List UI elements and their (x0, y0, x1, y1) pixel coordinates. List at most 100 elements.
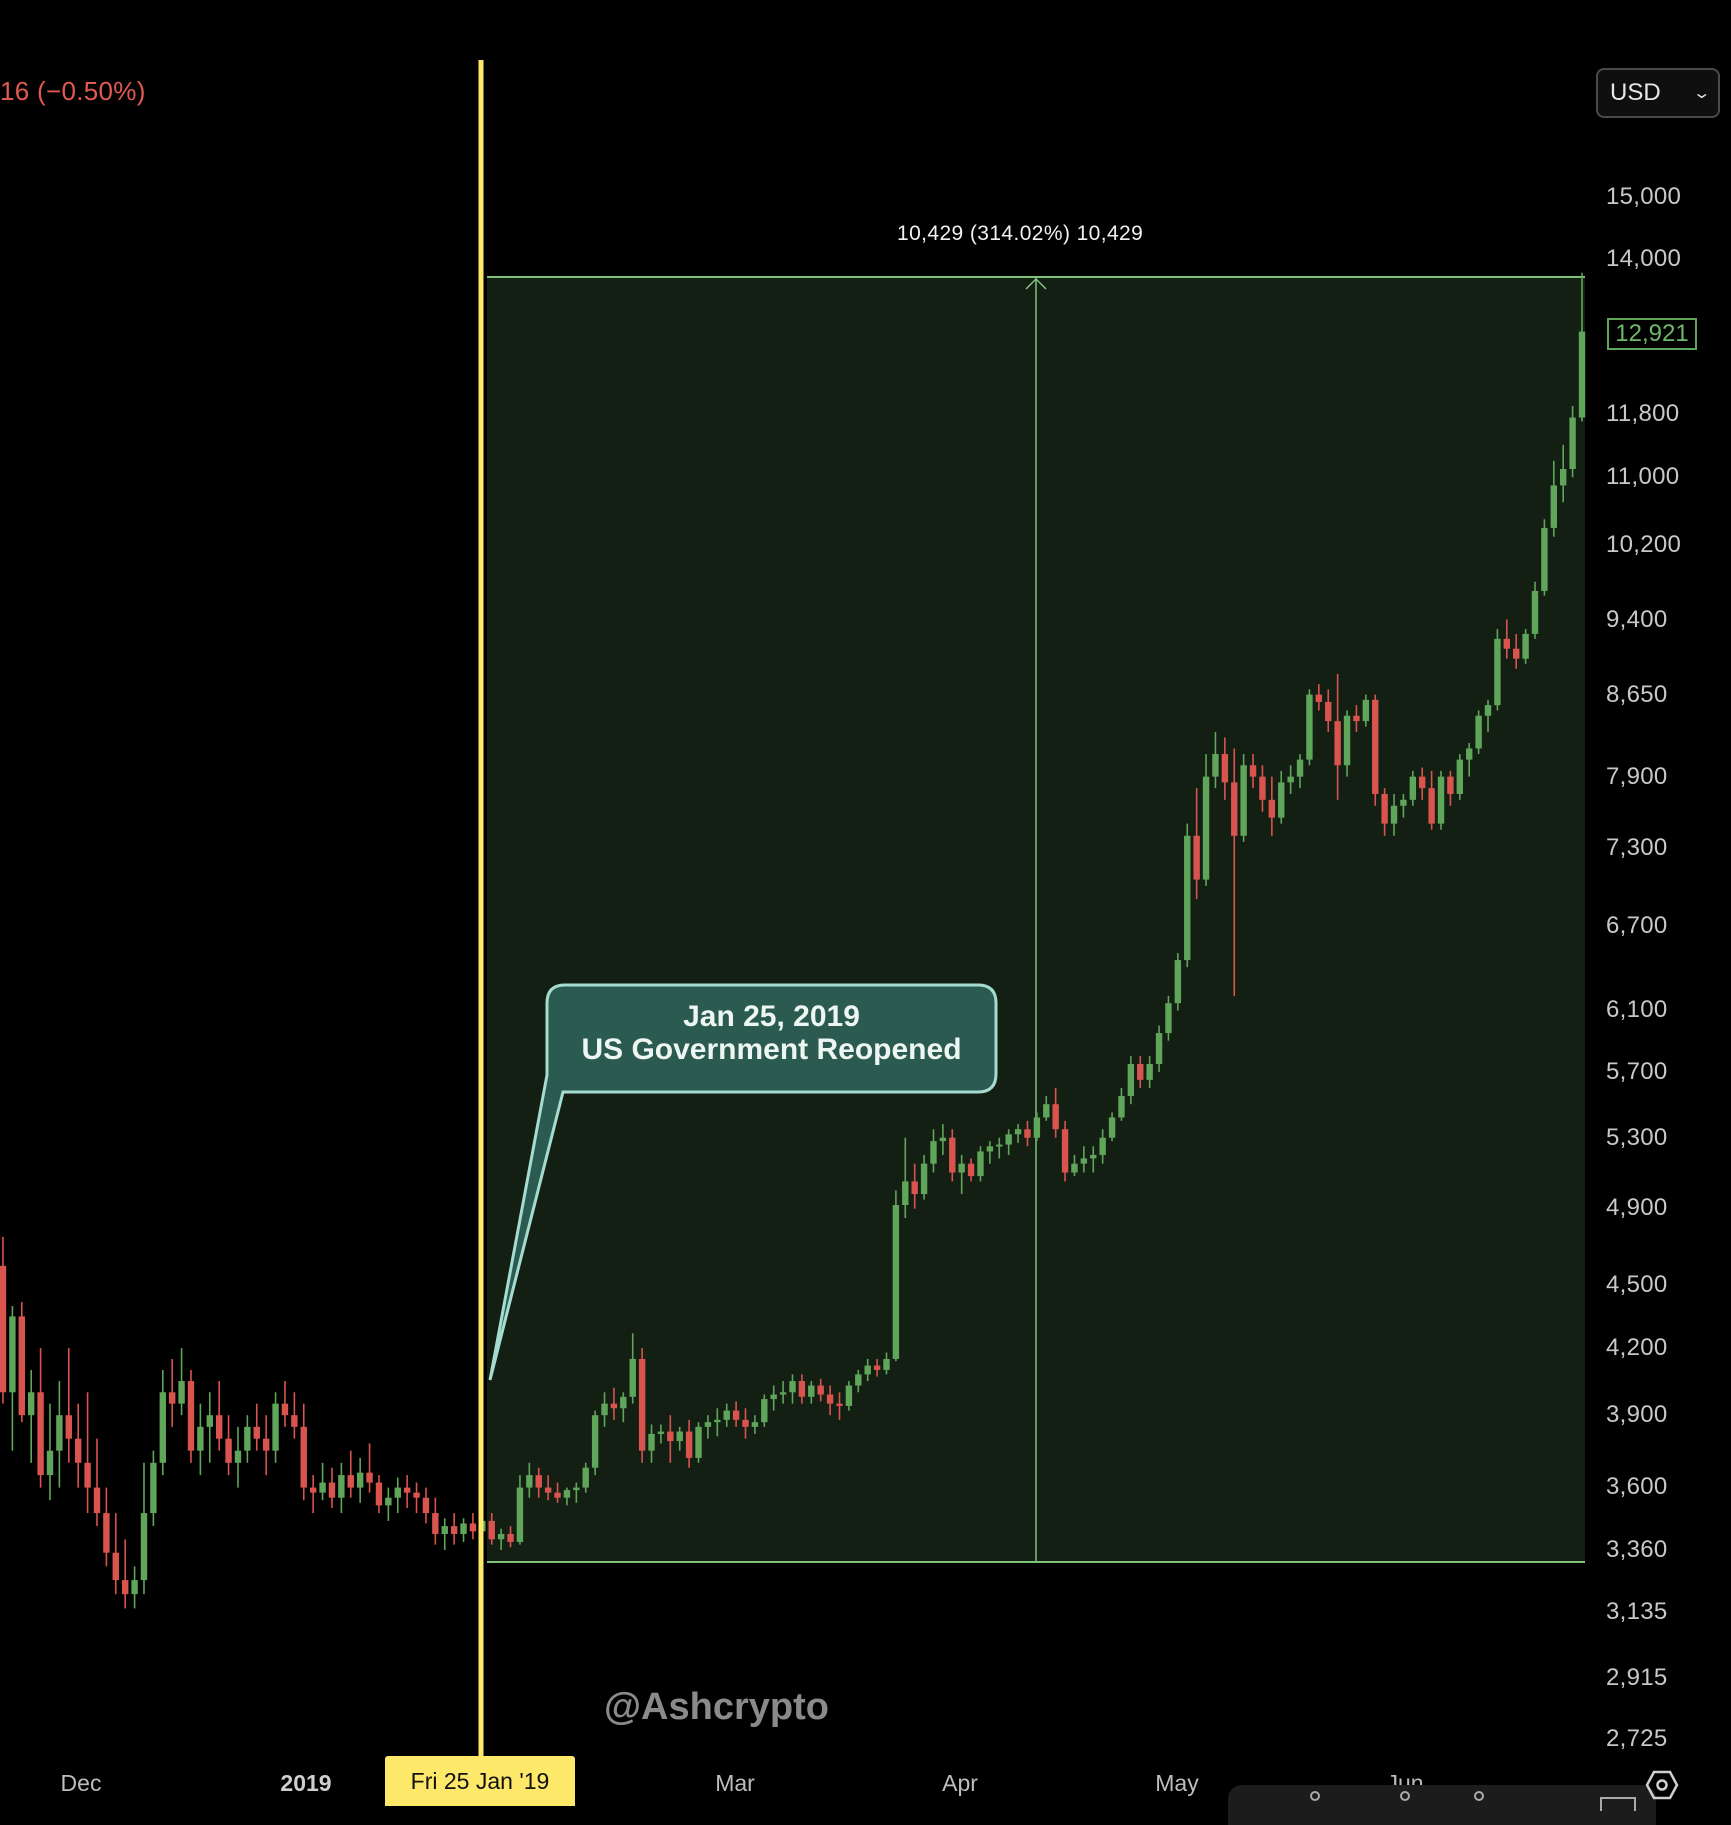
annotation-text: Jan 25, 2019 US Government Reopened (547, 1000, 996, 1066)
toolbar-icon-1[interactable] (1310, 1791, 1320, 1801)
price-axis-label: 11,000 (1606, 463, 1680, 490)
time-label-may: May (1155, 1770, 1199, 1796)
candle (178, 1348, 185, 1416)
settings-gear-icon[interactable] (1645, 1768, 1679, 1802)
candle (0, 1236, 7, 1404)
measurement-box[interactable] (487, 276, 1585, 1563)
candle (657, 1424, 665, 1444)
candle (591, 1410, 599, 1476)
candle (1541, 519, 1548, 596)
candle (789, 1374, 796, 1404)
candle (244, 1415, 251, 1463)
candle (403, 1475, 411, 1508)
price-axis-label: 5,300 (1606, 1124, 1668, 1151)
candle (939, 1124, 947, 1155)
toolbar-icon-2[interactable] (1400, 1791, 1410, 1801)
candle (1231, 748, 1238, 996)
candle (93, 1438, 101, 1527)
candle (920, 1154, 928, 1200)
candle (967, 1158, 975, 1182)
candle (638, 1348, 646, 1463)
candle (281, 1381, 289, 1427)
candle (65, 1348, 72, 1463)
candle (121, 1539, 129, 1609)
candle (366, 1443, 373, 1493)
toolbar-icon-3[interactable] (1474, 1791, 1484, 1801)
price-change-label: 16 (−0.50%) (0, 76, 146, 106)
price-axis-label: 2,725 (1606, 1725, 1668, 1752)
candle (507, 1526, 514, 1548)
price-axis-label: 3,900 (1606, 1401, 1668, 1428)
candle (1033, 1112, 1041, 1142)
candle (1278, 770, 1285, 824)
candle (883, 1352, 890, 1375)
candle (1306, 689, 1313, 766)
candle (1099, 1129, 1106, 1164)
candle (74, 1403, 82, 1488)
candle (1259, 765, 1266, 812)
candle (131, 1566, 138, 1609)
bottom-toolbar[interactable] (1228, 1785, 1656, 1825)
candle (958, 1154, 965, 1195)
candle (1268, 776, 1276, 836)
candle (1409, 770, 1417, 806)
candle (347, 1450, 354, 1498)
candle (450, 1513, 458, 1545)
price-axis-label: 6,700 (1606, 912, 1668, 939)
candle (1146, 1056, 1153, 1088)
candle (845, 1381, 853, 1411)
candle (1108, 1112, 1116, 1142)
candle (779, 1381, 787, 1404)
callout-bubble[interactable] (488, 983, 998, 1381)
candle (986, 1141, 994, 1164)
last-price-badge: 12,921 (1607, 318, 1697, 350)
candle (460, 1518, 467, 1542)
price-axis-label: 3,135 (1606, 1598, 1668, 1625)
candle (1569, 406, 1576, 478)
candle (9, 1306, 16, 1451)
toolbar-icon-4[interactable] (1600, 1797, 1636, 1811)
candle (1212, 731, 1219, 789)
price-axis-label: 10,200 (1606, 531, 1682, 558)
candle (46, 1403, 54, 1501)
crosshair-date-label: Fri 25 Jan '19 (385, 1756, 575, 1806)
candle (1578, 272, 1586, 422)
candle (150, 1450, 157, 1527)
candle (1174, 953, 1182, 1011)
candle (676, 1426, 683, 1451)
candle (629, 1333, 636, 1404)
candle (930, 1129, 937, 1173)
candle (215, 1381, 223, 1451)
candle (1315, 684, 1323, 711)
time-label-2019: 2019 (280, 1770, 332, 1796)
candle (977, 1146, 984, 1182)
candle (1137, 1056, 1144, 1088)
candle (422, 1487, 430, 1524)
candle (394, 1477, 401, 1514)
annotation-callout[interactable] (488, 983, 998, 1381)
price-axis-label: 4,200 (1606, 1334, 1668, 1361)
candle (770, 1385, 777, 1411)
arrow-up-icon (1025, 277, 1047, 290)
candle (497, 1528, 505, 1550)
candle (1005, 1129, 1012, 1155)
price-axis-label: 2,915 (1606, 1664, 1668, 1691)
candle (1240, 754, 1247, 842)
time-label-dec: Dec (60, 1770, 102, 1796)
price-axis-label: 14,000 (1606, 245, 1682, 272)
candle (197, 1403, 204, 1476)
candle (1287, 765, 1294, 794)
candle (1494, 629, 1501, 711)
candle (911, 1163, 918, 1209)
currency-select[interactable]: USD ⌄ (1596, 68, 1720, 118)
candle (1531, 581, 1539, 639)
candle (187, 1369, 195, 1463)
candle (1249, 754, 1257, 789)
candle (685, 1419, 693, 1468)
price-axis-label: 4,900 (1606, 1194, 1668, 1221)
annotation-title: US Government Reopened (581, 1033, 962, 1066)
candle (27, 1369, 35, 1463)
candle (1155, 1025, 1163, 1072)
chevron-down-icon: ⌄ (1691, 85, 1711, 102)
